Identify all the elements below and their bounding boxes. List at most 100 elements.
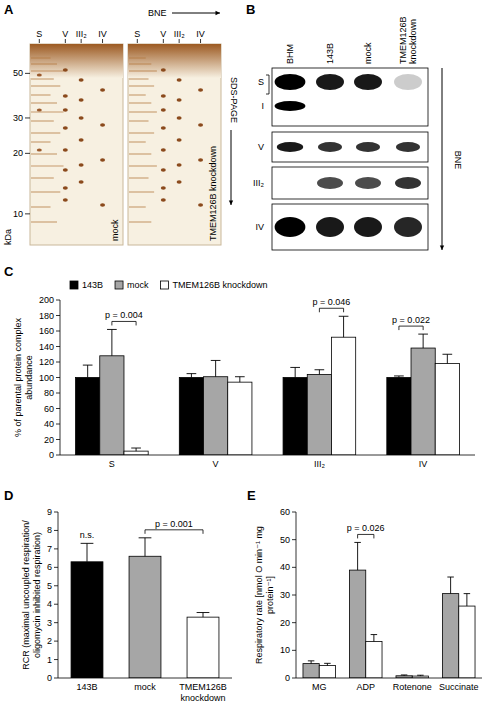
gel-spot [100,203,105,207]
gel-spot [63,94,68,98]
y-tick-label: 180 [39,311,54,321]
sds-arrow-head [229,200,233,205]
y-axis-title: Respiratory rate [nmol O min⁻¹ mgprotein… [254,526,275,664]
gel-spot [198,88,203,92]
y-tick [292,678,296,679]
blot [272,132,428,162]
blot-row-label: S [258,77,264,87]
y-axis-title: RCR (maximal uncoupled respiration/oligo… [21,520,42,670]
gel-spot [79,116,84,120]
y-tick [54,567,58,568]
y-tick-label: 140 [39,342,54,352]
gel-spot [161,148,166,152]
gel-spot [161,68,166,72]
gel-streak [129,206,146,207]
y-tick-label: 9 [47,507,52,517]
annotation: p = 0.004 [105,310,143,320]
legend-swatch [161,281,169,289]
gel-column-tick [102,39,103,43]
bar [442,594,458,678]
gel-streak [31,141,51,142]
y-tick-label: 40 [280,562,290,572]
y-tick [56,300,60,301]
gel-column-label: III₂ [76,29,88,39]
gel-streak [31,177,54,178]
bar [129,556,161,678]
gel [30,44,123,245]
gel-streak [31,206,51,207]
y-tick-label: 60 [44,404,54,414]
panel-letter: D [4,488,13,503]
blot-band [317,177,343,189]
x-axis [60,455,475,456]
gel-column-tick [39,39,40,43]
blot-band [277,142,303,152]
gel-streak [129,141,146,142]
gel-spot [79,98,84,102]
y-tick-label: 30 [280,590,290,600]
y-tick [56,393,60,394]
kda-tick [25,73,30,74]
panel-letter: A [4,2,14,17]
bar [411,348,435,455]
y-tick-label: 0 [285,673,290,683]
label-line: ADP [356,682,375,692]
bar [331,337,355,455]
label-line: TMEM126B [179,682,227,692]
blot-row-label: V [258,142,264,152]
bne-arrow [172,13,220,14]
x-tick-label: IV [419,459,428,469]
y-tick-label: 20 [44,435,54,445]
y-tick [56,439,60,440]
label-line: S [109,459,115,469]
gel-column-label: S [134,29,140,39]
gel-streak [129,85,154,86]
blot-band [356,142,380,152]
plot-marks [71,538,219,678]
gel-name: mock [110,219,120,241]
gel-streak [129,102,151,103]
figure: ABNESVIII₂IVmockSVIII₂IVTMEM126B knockdo… [0,0,487,725]
panel-letter: B [246,2,255,17]
bar [303,664,319,678]
significance-bracket [319,308,343,312]
gel-spot [79,163,84,167]
gel-spot [63,108,68,112]
y-tick-label: 1 [47,655,52,665]
gel-column-label: V [62,29,68,39]
annotation: p = 0.046 [313,297,351,307]
gel-spot [100,158,105,162]
label-line: BHM [285,44,295,64]
gel-spot [161,186,166,190]
significance-bracket [399,326,423,330]
kda-tick-label: 10 [13,209,23,219]
gel-streak [129,78,149,79]
error-bar [442,354,452,363]
gel-streak [31,78,54,79]
legend-label: 143B [82,280,103,290]
x-tick-label: Rotenone [393,682,432,692]
bar [387,378,411,456]
blot-band [354,217,382,237]
legend-label: TMEM126B knockdown [173,280,268,290]
y-tick-label: 40 [44,419,54,429]
gel-spot [63,168,68,172]
y-tick-label: 0 [47,673,52,683]
error-bar [324,663,331,665]
gel-spot [161,198,166,202]
gel-column-label: IV [196,29,205,39]
y-tick [56,362,60,363]
panel-letter: C [4,264,14,279]
y-axis [58,512,59,678]
bar [349,570,365,678]
label-line: TMEM126B [398,16,408,64]
gel-spot [63,198,68,202]
gel-streak [31,57,51,58]
gel-streak [129,57,146,58]
bar [124,451,148,455]
error-bar [197,613,210,618]
label-line: V [213,459,219,469]
gel-streak [129,120,149,121]
gel-column-tick [65,39,66,43]
plot-marks [76,316,460,455]
